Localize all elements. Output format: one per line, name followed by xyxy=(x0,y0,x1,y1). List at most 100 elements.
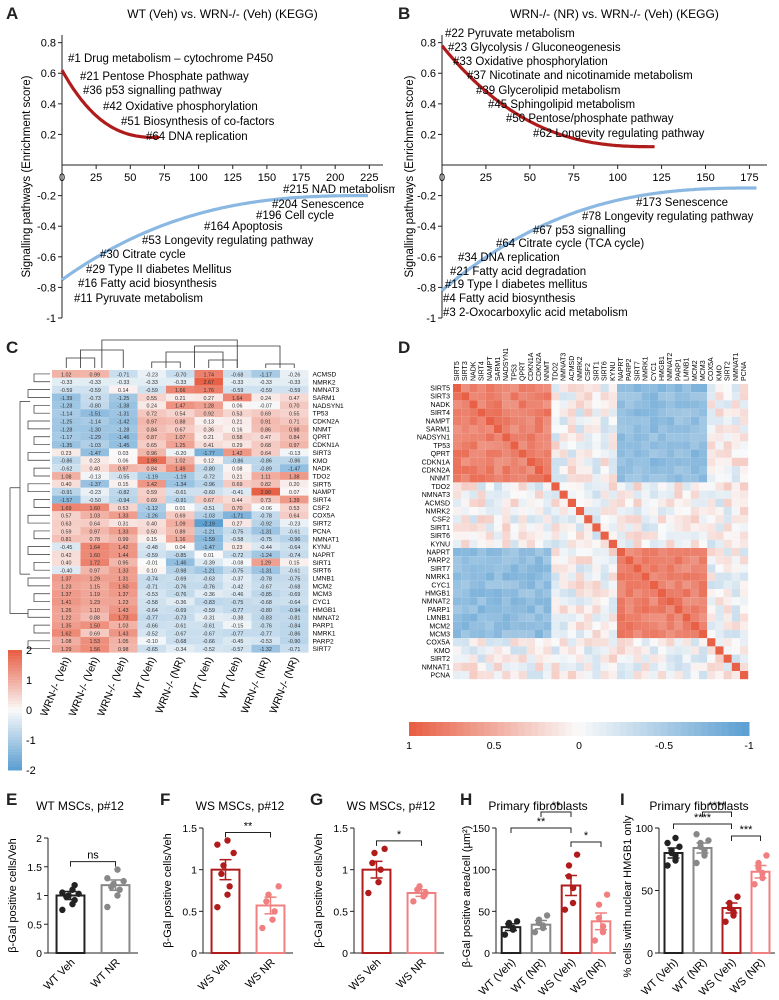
correlation-cell xyxy=(453,613,462,622)
correlation-cell xyxy=(469,392,478,401)
correlation-cell xyxy=(641,572,650,581)
correlation-cell xyxy=(699,531,708,540)
data-point xyxy=(759,869,766,877)
correlation-cell xyxy=(658,662,667,671)
correlation-cell xyxy=(600,523,609,532)
pathway-annotation: #1 Drug metabolism – cytochrome P450 xyxy=(68,53,273,65)
heatmap-cell xyxy=(166,605,195,614)
heatmap-value: 0.64 xyxy=(289,514,300,520)
data-point xyxy=(561,906,569,913)
correlation-cell xyxy=(453,531,462,540)
correlation-cell xyxy=(641,515,650,524)
heatmap-cell xyxy=(223,566,252,575)
heatmap-cell xyxy=(52,511,81,520)
row-label: NADSYN1 xyxy=(313,403,344,410)
colorbar-tick-label: -1 xyxy=(26,735,36,747)
correlation-cell xyxy=(625,671,634,680)
heatmap-cell xyxy=(223,448,252,457)
colorbar-segment xyxy=(8,755,22,759)
correlation-cell xyxy=(600,605,609,614)
heatmap-value: 0.84 xyxy=(289,435,300,441)
correlation-cell xyxy=(740,416,749,425)
correlation-cell xyxy=(485,425,494,434)
column-gene-label: TP53 xyxy=(511,364,518,381)
correlation-cell xyxy=(502,523,511,532)
heatmap-cell xyxy=(166,448,195,457)
correlation-cell xyxy=(641,621,650,630)
correlation-cell xyxy=(699,490,708,499)
correlation-cell xyxy=(699,498,708,507)
heatmap-cell xyxy=(280,432,309,441)
correlation-cell xyxy=(584,646,593,655)
correlation-cell xyxy=(453,539,462,548)
row-label: LMNB1 xyxy=(313,576,335,583)
correlation-cell xyxy=(477,621,486,630)
correlation-cell xyxy=(485,457,494,466)
correlation-cell xyxy=(584,580,593,589)
correlation-cell xyxy=(707,539,716,548)
correlation-cell xyxy=(666,531,675,540)
correlation-cell xyxy=(485,654,494,663)
correlation-cell xyxy=(740,671,749,680)
colorbar-segment xyxy=(538,722,546,736)
correlation-cell xyxy=(641,408,650,417)
correlation-cell xyxy=(584,531,593,540)
column-gene-label: NMNAT1 xyxy=(733,353,740,381)
colorbar-segment xyxy=(8,671,22,675)
heatmap-cell xyxy=(109,479,138,488)
correlation-cell xyxy=(641,662,650,671)
row-label: NMNAT2 xyxy=(313,615,340,622)
pathway-annotation: #11 Pyruvate metabolism xyxy=(74,293,203,305)
correlation-cell xyxy=(526,638,535,647)
heatmap-value: 1.62 xyxy=(61,631,72,637)
correlation-cell xyxy=(477,433,486,442)
heatmap-value: -0.77 xyxy=(231,608,243,614)
correlation-cell xyxy=(584,515,593,524)
correlation-cell xyxy=(518,621,527,630)
heatmap-cell xyxy=(109,487,138,496)
correlation-cell xyxy=(608,589,617,598)
correlation-cell xyxy=(461,457,470,466)
heatmap-cell xyxy=(137,550,166,559)
significance-bracket xyxy=(540,811,572,817)
y-axis-label: Signalling pathways (Enrichment score) xyxy=(404,75,416,277)
correlation-cell xyxy=(674,384,683,393)
correlation-cell xyxy=(633,597,642,606)
correlation-cell xyxy=(625,605,634,614)
correlation-cell xyxy=(559,384,568,393)
correlation-cell xyxy=(584,449,593,458)
pathway-annotation: #51 Biosynthesis of co-factors xyxy=(121,116,275,128)
correlation-cell xyxy=(633,425,642,434)
heatmap-value: 0.14 xyxy=(118,388,129,394)
correlation-cell xyxy=(559,589,568,598)
correlation-cell xyxy=(469,531,478,540)
row-gene-label: MCM2 xyxy=(429,623,450,630)
column-gene-label: MCM3 xyxy=(700,360,707,381)
heatmap-value: 0.08 xyxy=(232,467,243,473)
correlation-cell xyxy=(576,490,585,499)
correlation-cell xyxy=(477,416,486,425)
data-point xyxy=(259,924,266,932)
heatmap-value: -0.76 xyxy=(203,584,215,590)
heatmap-value: -0.85 xyxy=(260,592,272,598)
colorbar-segment xyxy=(667,722,675,736)
heatmap-value: 1.43 xyxy=(118,631,129,637)
pathway-annotation: #29 Type II diabetes Mellitus xyxy=(86,264,232,276)
significance-label: ns xyxy=(87,850,99,862)
correlation-cell xyxy=(682,490,691,499)
correlation-cell xyxy=(576,597,585,606)
correlation-cell xyxy=(576,605,585,614)
colorbar-segment xyxy=(647,722,655,736)
correlation-cell xyxy=(453,498,462,507)
heatmap-cell xyxy=(137,472,166,480)
correlation-cell xyxy=(682,548,691,557)
correlation-cell xyxy=(535,490,544,499)
correlation-cell xyxy=(625,449,634,458)
correlation-cell xyxy=(682,638,691,647)
heatmap-cell xyxy=(280,511,309,520)
heatmap-cell xyxy=(109,644,138,653)
correlation-cell xyxy=(649,597,658,606)
correlation-cell xyxy=(510,457,519,466)
correlation-cell xyxy=(723,580,732,589)
